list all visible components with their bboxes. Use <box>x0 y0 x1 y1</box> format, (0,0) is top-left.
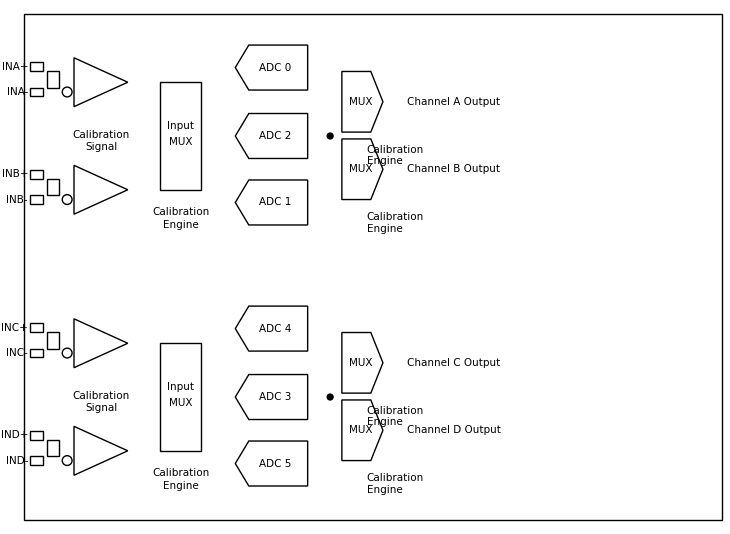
Bar <box>47 178 59 195</box>
Text: Engine: Engine <box>366 156 402 167</box>
Circle shape <box>62 456 72 466</box>
Bar <box>30 62 43 71</box>
Text: INC-: INC- <box>6 348 28 358</box>
Text: Calibration: Calibration <box>366 145 423 155</box>
Polygon shape <box>235 374 307 420</box>
Text: Input: Input <box>167 121 194 131</box>
Text: Input: Input <box>167 382 194 392</box>
Text: MUX: MUX <box>169 137 192 147</box>
Polygon shape <box>342 333 383 393</box>
Polygon shape <box>74 166 128 214</box>
Bar <box>30 456 43 465</box>
Text: ADC 5: ADC 5 <box>259 459 291 468</box>
Text: Calibration: Calibration <box>366 473 423 483</box>
Polygon shape <box>342 72 383 132</box>
Text: Engine: Engine <box>163 481 199 491</box>
Text: INB-: INB- <box>7 194 28 205</box>
Text: MUX: MUX <box>349 164 372 174</box>
Polygon shape <box>235 180 307 225</box>
Bar <box>47 439 59 456</box>
Text: Channel C Output: Channel C Output <box>407 358 500 368</box>
Bar <box>30 323 43 332</box>
Text: MUX: MUX <box>349 425 372 435</box>
Bar <box>30 88 43 97</box>
Bar <box>30 195 43 204</box>
Text: Engine: Engine <box>163 220 199 230</box>
Text: Calibration: Calibration <box>366 406 423 415</box>
Text: ADC 4: ADC 4 <box>259 324 291 334</box>
Polygon shape <box>235 441 307 486</box>
Bar <box>47 71 59 88</box>
Text: Calibration
Signal: Calibration Signal <box>73 130 130 152</box>
Polygon shape <box>235 306 307 351</box>
Text: Channel A Output: Channel A Output <box>407 97 500 107</box>
Polygon shape <box>74 58 128 107</box>
Polygon shape <box>342 400 383 461</box>
Bar <box>160 82 201 190</box>
Text: INA+: INA+ <box>1 61 28 72</box>
Circle shape <box>62 195 72 205</box>
Polygon shape <box>342 139 383 200</box>
Text: Calibration: Calibration <box>366 212 423 222</box>
Text: INC+: INC+ <box>1 323 28 333</box>
Text: Calibration: Calibration <box>152 468 210 478</box>
Text: IND-: IND- <box>6 456 28 466</box>
Text: Calibration: Calibration <box>152 207 210 217</box>
Text: INB+: INB+ <box>1 169 28 179</box>
Bar <box>160 343 201 451</box>
Text: ADC 0: ADC 0 <box>259 62 291 73</box>
Text: MUX: MUX <box>349 97 372 107</box>
Polygon shape <box>235 114 307 159</box>
Circle shape <box>327 394 333 400</box>
Circle shape <box>62 87 72 97</box>
Text: Channel B Output: Channel B Output <box>407 164 500 174</box>
Text: Engine: Engine <box>366 224 402 234</box>
Text: Engine: Engine <box>366 418 402 427</box>
Text: Calibration
Signal: Calibration Signal <box>73 391 130 413</box>
Circle shape <box>62 348 72 358</box>
Text: MUX: MUX <box>169 398 192 408</box>
Text: ADC 1: ADC 1 <box>259 198 291 208</box>
Text: INA-: INA- <box>7 87 28 97</box>
Text: ADC 3: ADC 3 <box>259 392 291 402</box>
Polygon shape <box>74 319 128 368</box>
Bar <box>30 431 43 439</box>
Polygon shape <box>74 426 128 475</box>
Text: MUX: MUX <box>349 358 372 368</box>
Text: ADC 2: ADC 2 <box>259 131 291 141</box>
Bar <box>30 349 43 357</box>
Text: IND+: IND+ <box>1 430 28 440</box>
Bar <box>30 170 43 178</box>
Polygon shape <box>235 45 307 90</box>
Bar <box>47 332 59 349</box>
Text: Channel D Output: Channel D Output <box>407 425 501 435</box>
Circle shape <box>327 133 333 139</box>
Text: Engine: Engine <box>366 485 402 495</box>
